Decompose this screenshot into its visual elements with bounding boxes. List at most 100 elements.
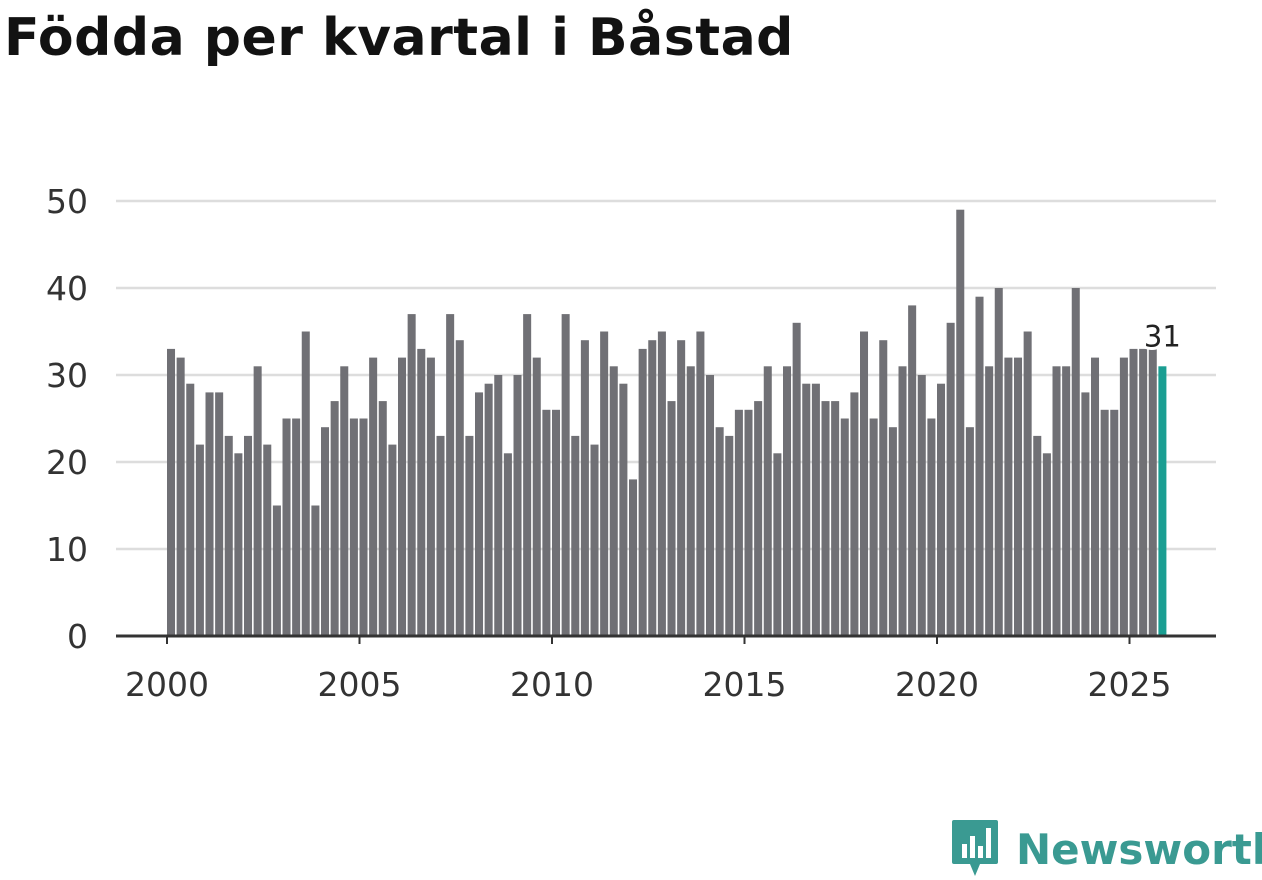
bar (715, 427, 724, 636)
bar (821, 401, 830, 636)
bar (330, 401, 339, 636)
bar (532, 357, 541, 636)
bar (1119, 357, 1128, 636)
bar (195, 444, 204, 636)
bar (1139, 348, 1148, 636)
bar (349, 418, 358, 636)
bar (1062, 366, 1071, 636)
bar (475, 392, 484, 636)
x-axis-ticks: 2000 2005 2010 2015 2020 2025 (125, 636, 1171, 704)
bar (888, 427, 897, 636)
bar (763, 366, 772, 636)
bar (513, 375, 522, 636)
y-tick-label: 20 (46, 443, 88, 482)
bar (215, 392, 224, 636)
x-tick-label: 2020 (895, 665, 979, 704)
x-tick-label: 2010 (510, 665, 594, 704)
y-tick-label: 0 (67, 617, 88, 656)
bar (946, 322, 955, 636)
bar (465, 435, 474, 636)
bar (282, 418, 291, 636)
bar (869, 418, 878, 636)
x-tick-label: 2000 (125, 665, 209, 704)
bar (369, 357, 378, 636)
bar (677, 340, 686, 636)
bar (754, 401, 763, 636)
bar (1042, 453, 1051, 636)
bar (234, 453, 243, 636)
y-tick-label: 30 (46, 356, 88, 395)
bar (571, 435, 580, 636)
bar (590, 444, 599, 636)
bar (1052, 366, 1061, 636)
x-tick-label: 2025 (1088, 665, 1172, 704)
grid-lines (116, 199, 1216, 551)
bar (831, 401, 840, 636)
bar (927, 418, 936, 636)
bar (802, 383, 811, 636)
bar (205, 392, 214, 636)
bar (783, 366, 792, 636)
bar (619, 383, 628, 636)
bar (648, 340, 657, 636)
bar (1100, 409, 1109, 636)
bar (792, 322, 801, 636)
bar (638, 348, 647, 636)
bar (321, 427, 330, 636)
bar (552, 409, 561, 636)
bar (359, 418, 368, 636)
bar (840, 418, 849, 636)
bar (657, 331, 666, 636)
y-tick-label: 50 (46, 182, 88, 221)
bar (696, 331, 705, 636)
bar (1033, 435, 1042, 636)
bar-highlighted (1158, 366, 1167, 636)
y-tick-label: 10 (46, 530, 88, 569)
bar (734, 409, 743, 636)
bar (917, 375, 926, 636)
bar (1129, 348, 1138, 636)
bar (224, 435, 233, 636)
bar (994, 288, 1003, 636)
bar (975, 296, 984, 636)
bar (1071, 288, 1080, 636)
newsworthy-logo-icon (952, 820, 998, 876)
bar (272, 505, 281, 636)
bar (407, 314, 416, 636)
bar (186, 383, 195, 636)
bar (253, 366, 262, 636)
bar (167, 348, 176, 636)
bar (417, 348, 426, 636)
bar (1023, 331, 1032, 636)
bar (494, 375, 503, 636)
bar (388, 444, 397, 636)
bar (773, 453, 782, 636)
x-tick-label: 2015 (703, 665, 787, 704)
y-axis-ticks: 0 10 20 30 40 50 (46, 182, 88, 656)
last-value-label: 31 (1144, 319, 1181, 353)
bar (561, 314, 570, 636)
bar (455, 340, 464, 636)
bar (1091, 357, 1100, 636)
bar (378, 401, 387, 636)
bar (542, 409, 551, 636)
bar (600, 331, 609, 636)
bar (744, 409, 753, 636)
chart-title: Födda per kvartal i Båstad (4, 8, 794, 68)
x-tick-label: 2005 (318, 665, 402, 704)
bar (523, 314, 532, 636)
bar (725, 435, 734, 636)
bar (879, 340, 888, 636)
bar (446, 314, 455, 636)
bar (311, 505, 320, 636)
newsworthy-logo-text: Newsworthy (1016, 824, 1262, 874)
bar (1110, 409, 1119, 636)
bar (937, 383, 946, 636)
bar (503, 453, 512, 636)
bars (167, 209, 1167, 636)
bar (1148, 348, 1157, 636)
bar (436, 435, 445, 636)
bar (706, 375, 715, 636)
bar (609, 366, 618, 636)
